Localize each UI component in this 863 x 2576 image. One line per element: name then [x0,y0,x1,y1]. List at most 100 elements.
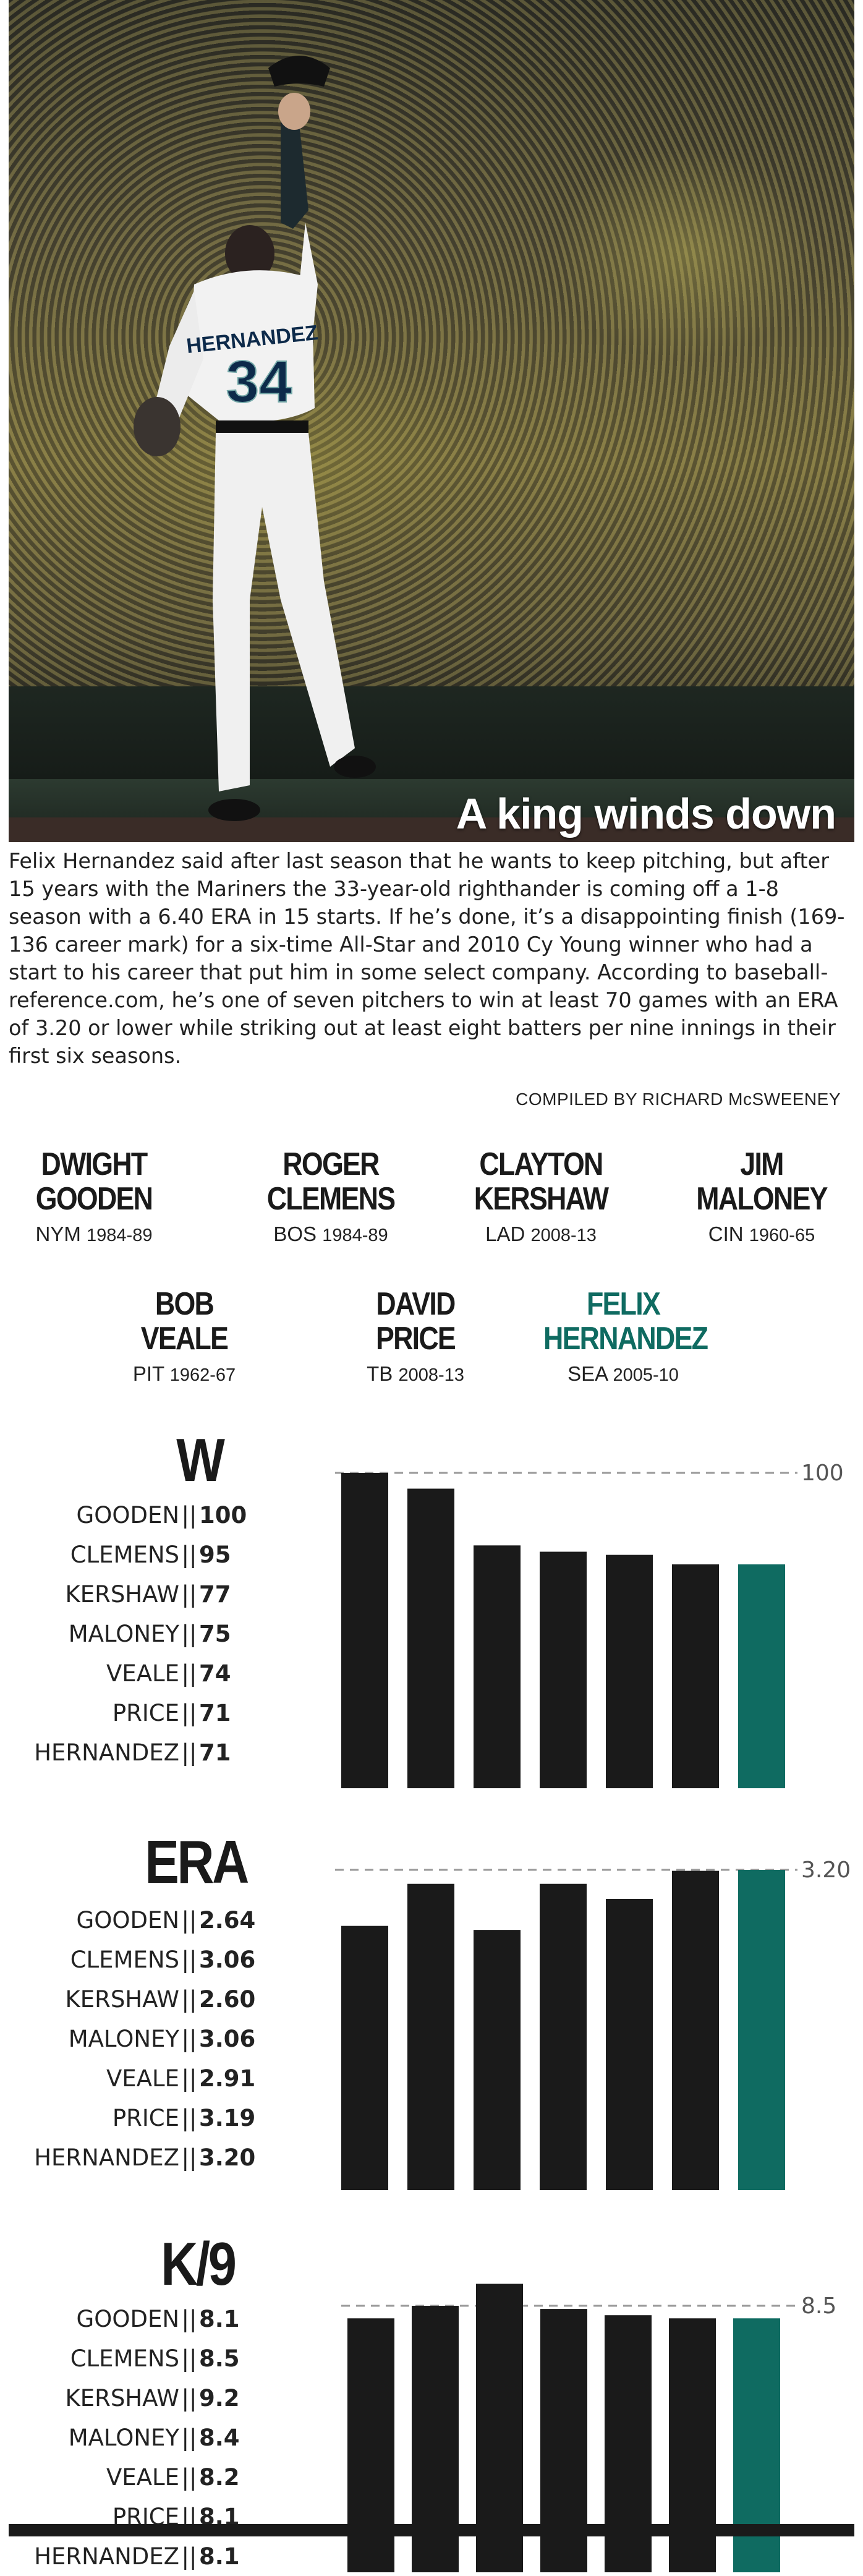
chart-title: ERA [145,1828,249,1896]
mound-dirt [9,817,854,842]
pitcher-team: SEA [568,1362,613,1385]
pitcher-team: LAD [485,1222,531,1245]
pitcher-years: 2008-13 [398,1365,464,1385]
pitcher-team-years: SEA 2005-10 [530,1362,716,1386]
row-label: KERSHAW [65,1986,179,2013]
row-value: 8.4 [199,2425,240,2451]
row-label: VEALE [106,2464,179,2491]
data-row: VEALE||8.2 [25,2459,247,2497]
chart-title: K/9 [161,2230,237,2298]
data-row: GOODEN||8.1 [25,2300,247,2339]
pitcher-years: 1984-89 [87,1226,153,1245]
pitcher-last-name: KERSHAW [474,1181,609,1217]
row-value: 71 [199,1739,231,1766]
data-row: MALONEY||3.06 [25,2020,256,2058]
pitcher-first-name: DWIGHT [41,1146,148,1182]
pitcher-price: DAVID PRICE TB 2008-13 [323,1287,508,1386]
pitcher-maloney: JIM MALONEY CIN 1960-65 [669,1147,854,1246]
pitcher-team: NYM [35,1222,87,1245]
pitcher-team-years: CIN 1960-65 [669,1222,854,1246]
row-label: PRICE [112,2105,179,2131]
pitcher-team-years: NYM 1984-89 [1,1222,187,1246]
credit-line: COMPILED BY RICHARD McSWEENEY [516,1090,841,1109]
page-title: A king winds down [456,790,836,838]
pitcher-team-years: LAD 2008-13 [448,1222,634,1246]
jersey-number: 34 [226,349,292,415]
bar-kershaw [474,1930,521,2190]
row-value: 8.2 [199,2464,240,2491]
row-separator: || [181,1700,197,1726]
data-row: HERNANDEZ||3.20 [25,2139,255,2177]
pitcher-first-name: DAVID [376,1286,456,1322]
row-label: HERNANDEZ [34,2144,179,2171]
pitcher-years: 1960-65 [749,1226,815,1245]
row-label: KERSHAW [65,1581,179,1608]
row-value: 77 [199,1581,231,1608]
row-value: 3.06 [199,2026,256,2052]
row-value: 2.64 [199,1907,256,1934]
data-row: CLEMENS||3.06 [25,1941,256,1979]
bottom-rule [9,2524,854,2536]
row-separator: || [181,1621,197,1647]
row-value: 3.19 [199,2105,256,2131]
data-row: KERSHAW||9.2 [25,2379,247,2418]
row-separator: || [181,1502,197,1529]
bar-clemens [407,1488,454,1788]
pitcher-team-years: TB 2008-13 [323,1362,508,1386]
pitcher-team: PIT [132,1362,170,1385]
row-separator: || [181,2425,197,2451]
pitcher-gooden: DWIGHT GOODEN NYM 1984-89 [1,1147,187,1246]
bar-kershaw [474,1545,521,1788]
row-label: CLEMENS [70,1542,179,1568]
row-value: 2.60 [199,1986,256,2013]
reference-label: 8.5 [801,2293,836,2319]
pitcher-years: 2008-13 [530,1226,597,1245]
intro-paragraph: Felix Hernandez said after last season t… [9,849,845,1068]
row-value: 3.20 [199,2144,256,2171]
bar-veale [606,1555,653,1788]
bar-gooden [341,1926,388,2190]
pitcher-figure: HERNANDEZ 34 [134,56,376,821]
data-row: CLEMENS||8.5 [25,2340,247,2378]
pitcher-years: 1984-89 [322,1226,388,1245]
reference-label: 3.20 [801,1857,851,1883]
pitcher-last-name: CLEMENS [266,1181,396,1217]
pitcher-team: CIN [708,1222,749,1245]
row-separator: || [181,2144,197,2171]
bar-gooden [341,1473,388,1788]
row-value: 9.2 [199,2385,240,2412]
row-separator: || [181,1660,197,1687]
pitcher-first-name: JIM [740,1146,784,1182]
pitcher-veale: BOB VEALE PIT 1962-67 [91,1287,277,1386]
chart-title: W [176,1426,225,1494]
bar-clemens [407,1883,454,2190]
pitcher-first-name: ROGER [283,1146,380,1182]
row-value: 100 [199,1502,247,1529]
row-label: CLEMENS [70,2345,179,2372]
data-row: HERNANDEZ||71 [25,1734,247,1772]
row-label: GOODEN [76,2306,179,2332]
pitcher-last-name: PRICE [375,1321,456,1357]
pitcher-years: 1962-67 [169,1365,236,1385]
row-label: PRICE [112,1700,179,1726]
row-label: MALONEY [68,2026,179,2052]
row-separator: || [181,2105,197,2131]
row-label: VEALE [106,1660,179,1687]
row-separator: || [181,1542,197,1568]
data-row: GOODEN||2.64 [25,1901,256,1940]
row-label: GOODEN [76,1502,179,1529]
data-row: VEALE||74 [25,1655,247,1693]
row-value: 8.5 [199,2345,240,2372]
pitcher-team: TB [367,1362,399,1385]
bar-veale [606,1898,653,2190]
row-label: CLEMENS [70,1947,179,1973]
pitcher-clemens: ROGER CLEMENS BOS 1984-89 [238,1147,423,1246]
hero-photo: HERNANDEZ 34 A king winds down [9,0,854,842]
pitcher-last-name: HERNANDEZ [543,1321,708,1357]
row-separator: || [181,2065,197,2092]
row-label: MALONEY [68,2425,179,2451]
row-separator: || [181,2026,197,2052]
